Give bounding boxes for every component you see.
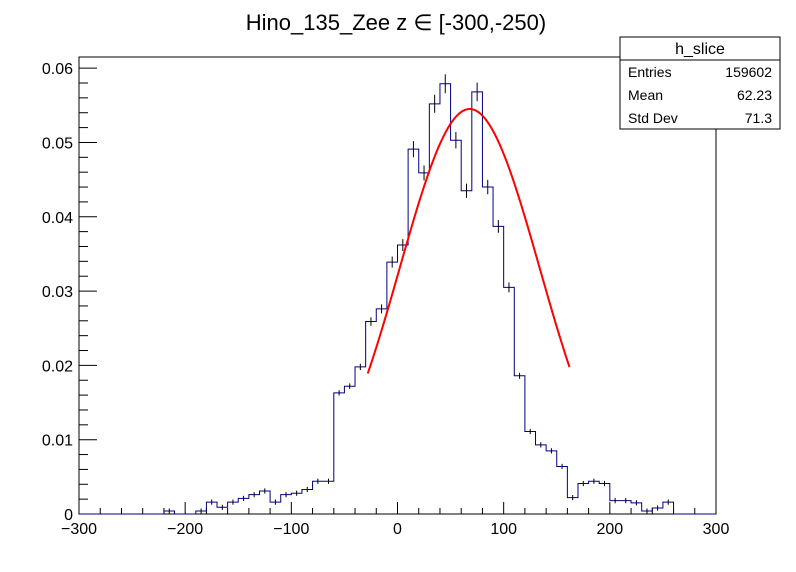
histogram-bin — [291, 493, 302, 514]
y-tick-label: 0.04 — [42, 210, 73, 227]
histogram-bin — [599, 484, 610, 514]
histogram-bin — [546, 451, 557, 514]
histogram-bin — [334, 393, 345, 514]
histogram-bin — [302, 489, 313, 514]
chart-title: Hino_135_Zee z ∈ [-300,-250) — [246, 10, 546, 35]
y-tick-label: 0.01 — [42, 433, 73, 450]
y-tick-label: 0.05 — [42, 135, 73, 152]
stats-box: h_slice Entries 159602 Mean 62.23 Std De… — [619, 36, 781, 130]
histogram-bin — [323, 481, 334, 514]
x-tick-label: −100 — [273, 521, 309, 538]
x-tick-label: −300 — [61, 521, 97, 538]
x-tick-label: 300 — [703, 521, 730, 538]
stats-entries-label: Entries — [628, 64, 672, 80]
histogram-bin — [514, 376, 525, 514]
x-tick-label: 100 — [490, 521, 517, 538]
histogram-bin — [355, 367, 366, 514]
histogram-bin — [504, 287, 515, 514]
y-tick-label: 0.06 — [42, 61, 73, 78]
stats-mean-label: Mean — [628, 87, 663, 103]
x-tick-label: 0 — [393, 521, 402, 538]
histogram-outline — [79, 83, 716, 515]
histogram-bin — [398, 245, 409, 514]
stats-stddev-value: 71.3 — [745, 110, 772, 126]
histogram-bin — [482, 187, 493, 514]
histogram-bin — [249, 495, 260, 514]
histogram-bin — [578, 484, 589, 514]
histogram-bin — [313, 481, 324, 514]
histogram-bin — [344, 386, 355, 514]
histogram-bins — [164, 84, 674, 514]
y-tick-label: 0.02 — [42, 358, 73, 375]
histogram-bin — [461, 191, 472, 514]
gaussian-fit-curve — [366, 108, 571, 374]
histogram-bin — [472, 92, 483, 514]
stats-box-title: h_slice — [675, 41, 725, 58]
histogram-bin — [281, 495, 292, 514]
histogram-bin — [451, 140, 462, 514]
histogram-bin — [259, 491, 270, 514]
stats-stddev-label: Std Dev — [628, 110, 678, 126]
histogram-bin — [557, 466, 568, 514]
stats-mean-value: 62.23 — [737, 87, 772, 103]
histogram-bin — [387, 262, 398, 514]
y-axis: 0 0.01 0.02 0.03 0.04 0.05 0.06 — [42, 61, 97, 524]
histogram-bin — [408, 149, 419, 514]
x-axis: −300 −200 −100 0 100 200 300 — [61, 502, 729, 538]
y-tick-label: 0 — [64, 507, 73, 524]
histogram-bin — [493, 226, 504, 514]
histogram-bin — [525, 432, 536, 514]
x-tick-label: −200 — [167, 521, 203, 538]
y-tick-label: 0.03 — [42, 284, 73, 301]
histogram-bin — [536, 445, 547, 514]
histogram-bin — [419, 173, 430, 514]
histogram-bin — [440, 84, 451, 514]
histogram-error-bars — [168, 74, 669, 514]
stats-entries-value: 159602 — [725, 64, 772, 80]
x-tick-label: 200 — [596, 521, 623, 538]
histogram-bin — [589, 481, 600, 514]
